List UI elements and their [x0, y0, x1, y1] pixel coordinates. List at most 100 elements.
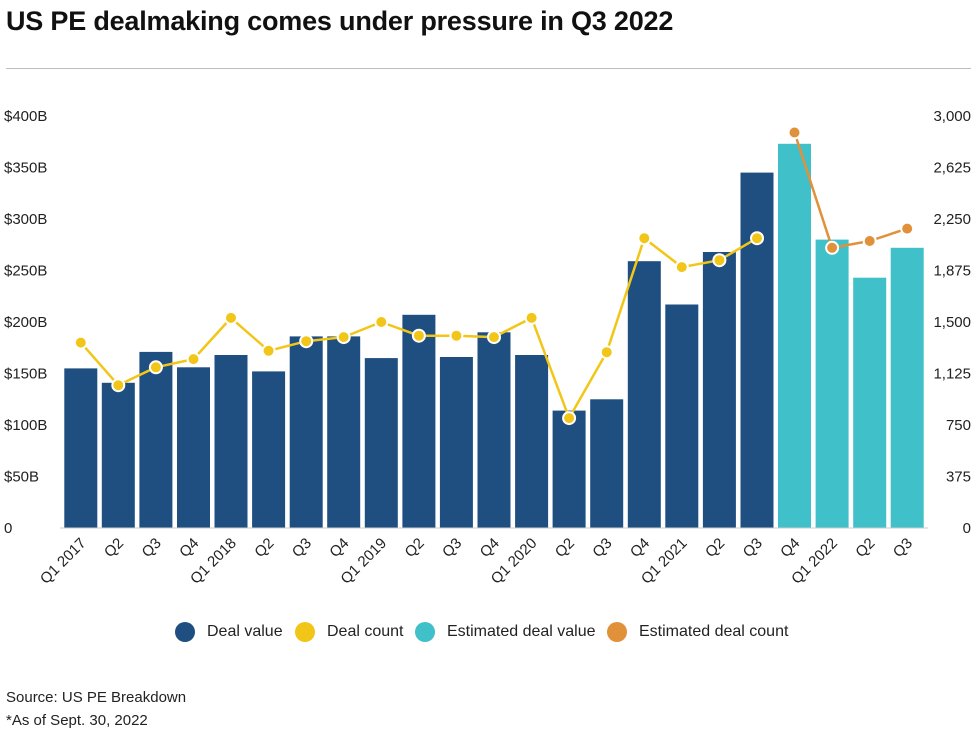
left-axis-tick-label: $250B [4, 263, 47, 280]
line-estimated-deal-count [793, 132, 908, 250]
right-axis-labels: 0 375 750 1,125 1,500 1,875 2,250 2,625 3,000 [933, 108, 971, 537]
x-axis-tick-label: Q4 [176, 535, 202, 561]
chart-canvas: 0 $50B $100B $150B $200B $250B $300B $350B $400B… [4, 108, 971, 588]
bar-estimated-deal-value [778, 143, 811, 529]
legend: Deal value Deal count Estimated deal val… [0, 622, 980, 648]
bar-estimated-deal-value [853, 277, 887, 528]
x-axis-tick-label: Q3 [439, 535, 465, 561]
chart-title: US PE dealmaking comes under pressure in… [6, 6, 674, 36]
bar-deal-value [477, 332, 511, 528]
point-deal-count [599, 345, 614, 360]
legend-label: Deal count [327, 623, 404, 640]
point-estimated-deal-count [825, 240, 840, 255]
bar-deal-value [252, 371, 286, 528]
right-axis-tick-label: 750 [946, 417, 971, 434]
bar-deal-value [139, 351, 173, 528]
bar-deal-value [177, 367, 210, 528]
point-deal-count [712, 253, 727, 268]
right-axis-tick-label: 1,125 [933, 366, 971, 383]
point-deal-count [750, 231, 764, 246]
bar-deal-value [627, 261, 661, 528]
bars-layer [64, 143, 924, 529]
bar-deal-value [552, 410, 586, 528]
points-layer [73, 125, 915, 426]
point-deal-count [449, 328, 464, 343]
bar-deal-value [64, 368, 98, 528]
title-divider [6, 68, 971, 69]
bar-deal-value [439, 357, 473, 528]
point-deal-count [186, 352, 201, 367]
point-deal-count [111, 378, 126, 393]
x-axis-tick-label: Q3 [289, 535, 315, 561]
left-axis-tick-label: $300B [4, 211, 47, 228]
x-axis-tick-label: Q3 [890, 535, 916, 561]
point-deal-count [487, 330, 501, 345]
right-axis-tick-label: 375 [946, 469, 971, 486]
bar-deal-value [402, 314, 436, 528]
legend-item-deal-count: Deal count [295, 622, 404, 642]
bar-deal-value [665, 304, 699, 528]
legend-label: Deal value [207, 623, 283, 640]
left-axis-tick-label: $150B [4, 366, 47, 383]
point-estimated-deal-count [900, 221, 915, 236]
x-axis-tick-label: Q2 [702, 535, 728, 561]
point-deal-count [299, 334, 314, 349]
point-deal-count [674, 260, 689, 275]
bar-deal-value [101, 382, 135, 528]
x-axis-tick-label: Q2 [402, 535, 428, 561]
x-axis-tick-label: Q2 [552, 535, 578, 561]
legend-swatch-deal-value [175, 622, 195, 642]
point-deal-count [411, 328, 426, 343]
point-deal-count [562, 411, 577, 426]
point-estimated-deal-count [862, 234, 877, 248]
left-axis-tick-label: $100B [4, 417, 47, 434]
legend-swatch-deal-count [295, 622, 315, 642]
legend-item-estimated-deal-count: Estimated deal count [607, 622, 788, 642]
point-deal-count [524, 310, 539, 325]
footnote: *As of Sept. 30, 2022 [6, 712, 148, 729]
left-axis-tick-label: $200B [4, 314, 47, 331]
point-deal-count [374, 315, 389, 329]
left-axis-tick-label: $50B [4, 469, 39, 486]
right-axis-tick-label: 2,250 [933, 211, 971, 228]
x-axis-tick-label: Q4 [627, 535, 653, 561]
x-axis-tick-label: Q2 [852, 535, 878, 561]
right-axis-tick-label: 1,500 [933, 314, 971, 331]
x-axis-tick-label: Q3 [139, 535, 165, 561]
left-axis-labels: 0 $50B $100B $150B $200B $250B $300B $350B $400B [4, 108, 47, 537]
left-axis-tick-label: $400B [4, 108, 47, 125]
bar-deal-value [327, 336, 361, 528]
legend-label: Estimated deal count [639, 623, 789, 640]
legend-swatch-estimated-deal-value [415, 622, 435, 642]
left-axis-tick-label: $350B [4, 160, 47, 177]
x-axis-tick-label: Q2 [101, 535, 127, 561]
point-deal-count [148, 360, 163, 375]
point-deal-count [73, 335, 88, 350]
legend-item-estimated-deal-value: Estimated deal value [415, 622, 596, 642]
right-axis-tick-label: 3,000 [933, 108, 971, 125]
bar-deal-value [289, 336, 323, 528]
x-axis-tick-label: Q4 [777, 535, 803, 561]
left-axis-tick-label: 0 [4, 520, 12, 537]
right-axis-tick-label: 0 [963, 520, 971, 537]
legend-item-deal-value: Deal value [175, 622, 283, 642]
point-deal-count [637, 231, 652, 246]
right-axis-tick-label: 2,625 [933, 160, 971, 177]
point-deal-count [336, 330, 351, 345]
right-axis-tick-label: 1,875 [933, 263, 971, 280]
x-axis-tick-label: Q3 [740, 535, 766, 561]
bar-deal-value [740, 172, 774, 528]
bar-deal-value [702, 252, 736, 528]
legend-label: Estimated deal value [447, 623, 596, 640]
point-deal-count [261, 343, 276, 358]
x-axis-tick-label: Q1 2017 [37, 535, 90, 588]
bar-estimated-deal-value [815, 239, 849, 528]
bar-deal-value [590, 399, 624, 529]
x-axis-tick-label: Q4 [477, 535, 503, 561]
point-deal-count [224, 310, 238, 325]
x-axis-tick-label: Q4 [326, 535, 352, 561]
bar-deal-value [515, 355, 549, 528]
point-estimated-deal-count [787, 125, 802, 140]
legend-swatch-estimated-deal-count [607, 622, 627, 642]
